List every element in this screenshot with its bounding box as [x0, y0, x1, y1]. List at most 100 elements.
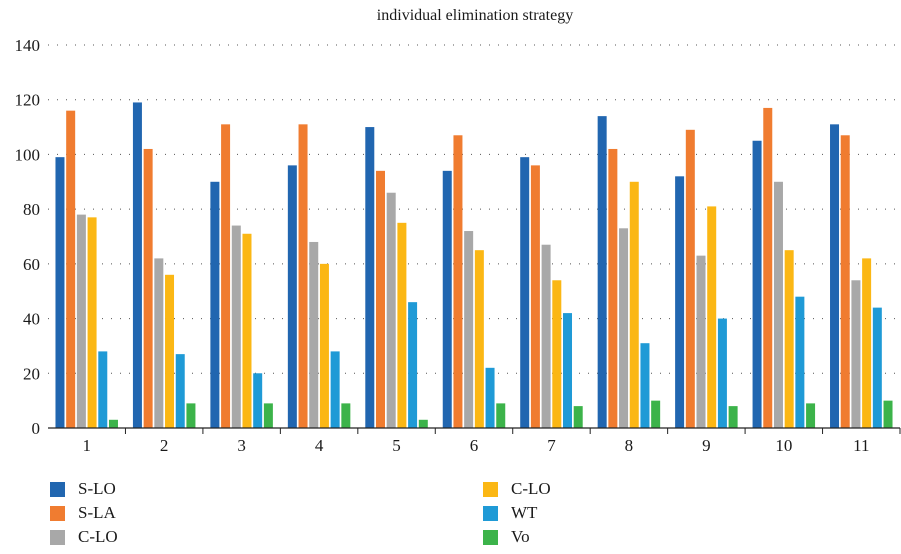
bar	[408, 302, 418, 428]
bar	[520, 157, 530, 428]
y-tick-label: 60	[23, 255, 40, 274]
bar	[496, 403, 506, 428]
y-tick-label: 40	[23, 310, 40, 329]
bar	[651, 400, 661, 428]
bar	[165, 274, 175, 428]
bar	[573, 406, 583, 428]
bar	[66, 110, 76, 429]
bar	[552, 280, 562, 428]
bar	[752, 140, 762, 428]
legend-swatch	[50, 505, 65, 521]
legend-label: C-LO	[78, 527, 118, 546]
legend-swatch	[50, 481, 65, 497]
x-tick-label: 10	[775, 436, 792, 455]
bar	[784, 250, 794, 428]
bar	[108, 419, 118, 428]
legend-swatch	[483, 505, 498, 521]
y-tick-label: 140	[15, 36, 41, 55]
bar	[263, 403, 273, 428]
legend-swatch	[50, 529, 65, 545]
bar	[485, 367, 495, 428]
x-tick-label: 11	[853, 436, 869, 455]
x-tick-label: 3	[237, 436, 246, 455]
bar	[675, 176, 685, 428]
bar	[186, 403, 196, 428]
legend-item: C-LO	[50, 526, 118, 548]
bar	[862, 258, 872, 428]
y-tick-label: 100	[15, 145, 41, 164]
legend-label: C-LO	[511, 479, 551, 498]
y-tick-label: 0	[32, 419, 41, 438]
bar	[640, 343, 650, 428]
x-tick-label: 6	[470, 436, 479, 455]
bar	[541, 244, 551, 428]
bar	[872, 307, 882, 428]
bar	[87, 217, 97, 428]
bar	[474, 250, 484, 428]
bar	[442, 170, 452, 429]
bar	[685, 129, 695, 429]
bar	[728, 406, 738, 428]
bar	[365, 127, 375, 429]
bar	[464, 231, 474, 428]
legend-item: C-LO	[483, 478, 551, 500]
bar	[453, 135, 463, 428]
bar	[851, 280, 861, 428]
bar	[242, 233, 252, 428]
bar	[763, 107, 773, 429]
bar	[231, 225, 241, 428]
legend-item: S-LA	[50, 502, 116, 524]
x-tick-label: 4	[315, 436, 324, 455]
bar	[298, 124, 308, 428]
x-tick-label: 8	[625, 436, 634, 455]
x-tick-label: 5	[392, 436, 401, 455]
legend-label: S-LA	[78, 503, 116, 522]
bar	[143, 148, 153, 428]
bar	[563, 313, 573, 428]
y-axis-ticks: 0 20 40 60 80 100 120 140	[15, 36, 41, 438]
x-tick-label: 2	[160, 436, 169, 455]
x-axis-ticks: 1 2 3 4 5 6 7 8 9 10 11	[82, 428, 901, 455]
bar	[883, 400, 893, 428]
bar	[418, 419, 428, 428]
x-tick-label: 1	[82, 436, 91, 455]
bar	[98, 351, 108, 428]
bar	[619, 228, 629, 428]
bar	[175, 354, 185, 428]
bar	[341, 403, 351, 428]
bar	[629, 181, 639, 428]
bar	[806, 403, 816, 428]
bar	[608, 148, 618, 428]
bar	[773, 181, 783, 428]
bar	[221, 124, 231, 428]
bar	[76, 214, 86, 428]
bar	[319, 263, 329, 428]
bar	[795, 296, 805, 428]
bar	[330, 351, 340, 428]
chart-legend: S-LO S-LA C-LO C-LO WT Vo	[50, 478, 850, 548]
legend-swatch	[483, 529, 498, 545]
y-tick-label: 120	[15, 91, 41, 110]
bar	[132, 102, 142, 428]
bar	[253, 373, 263, 428]
chart-title: individual elimination strategy	[377, 7, 573, 24]
bar	[386, 192, 396, 428]
bar	[309, 241, 319, 428]
legend-swatch	[483, 481, 498, 497]
y-tick-label: 20	[23, 364, 40, 383]
legend-label: Vo	[511, 527, 530, 546]
legend-item: Vo	[483, 526, 530, 548]
bar	[830, 124, 840, 428]
bar	[210, 181, 220, 428]
y-tick-label: 80	[23, 200, 40, 219]
legend-label: S-LO	[78, 479, 116, 498]
x-tick-label: 7	[547, 436, 556, 455]
bar	[696, 255, 706, 428]
bar-chart: individual elimination strategy 0 20 40 60 8…	[15, 7, 901, 455]
x-tick-label: 9	[702, 436, 711, 455]
bar	[597, 116, 607, 428]
bar	[397, 222, 407, 428]
legend-label: WT	[511, 503, 538, 522]
legend-item: WT	[483, 502, 537, 524]
bar	[530, 165, 540, 428]
